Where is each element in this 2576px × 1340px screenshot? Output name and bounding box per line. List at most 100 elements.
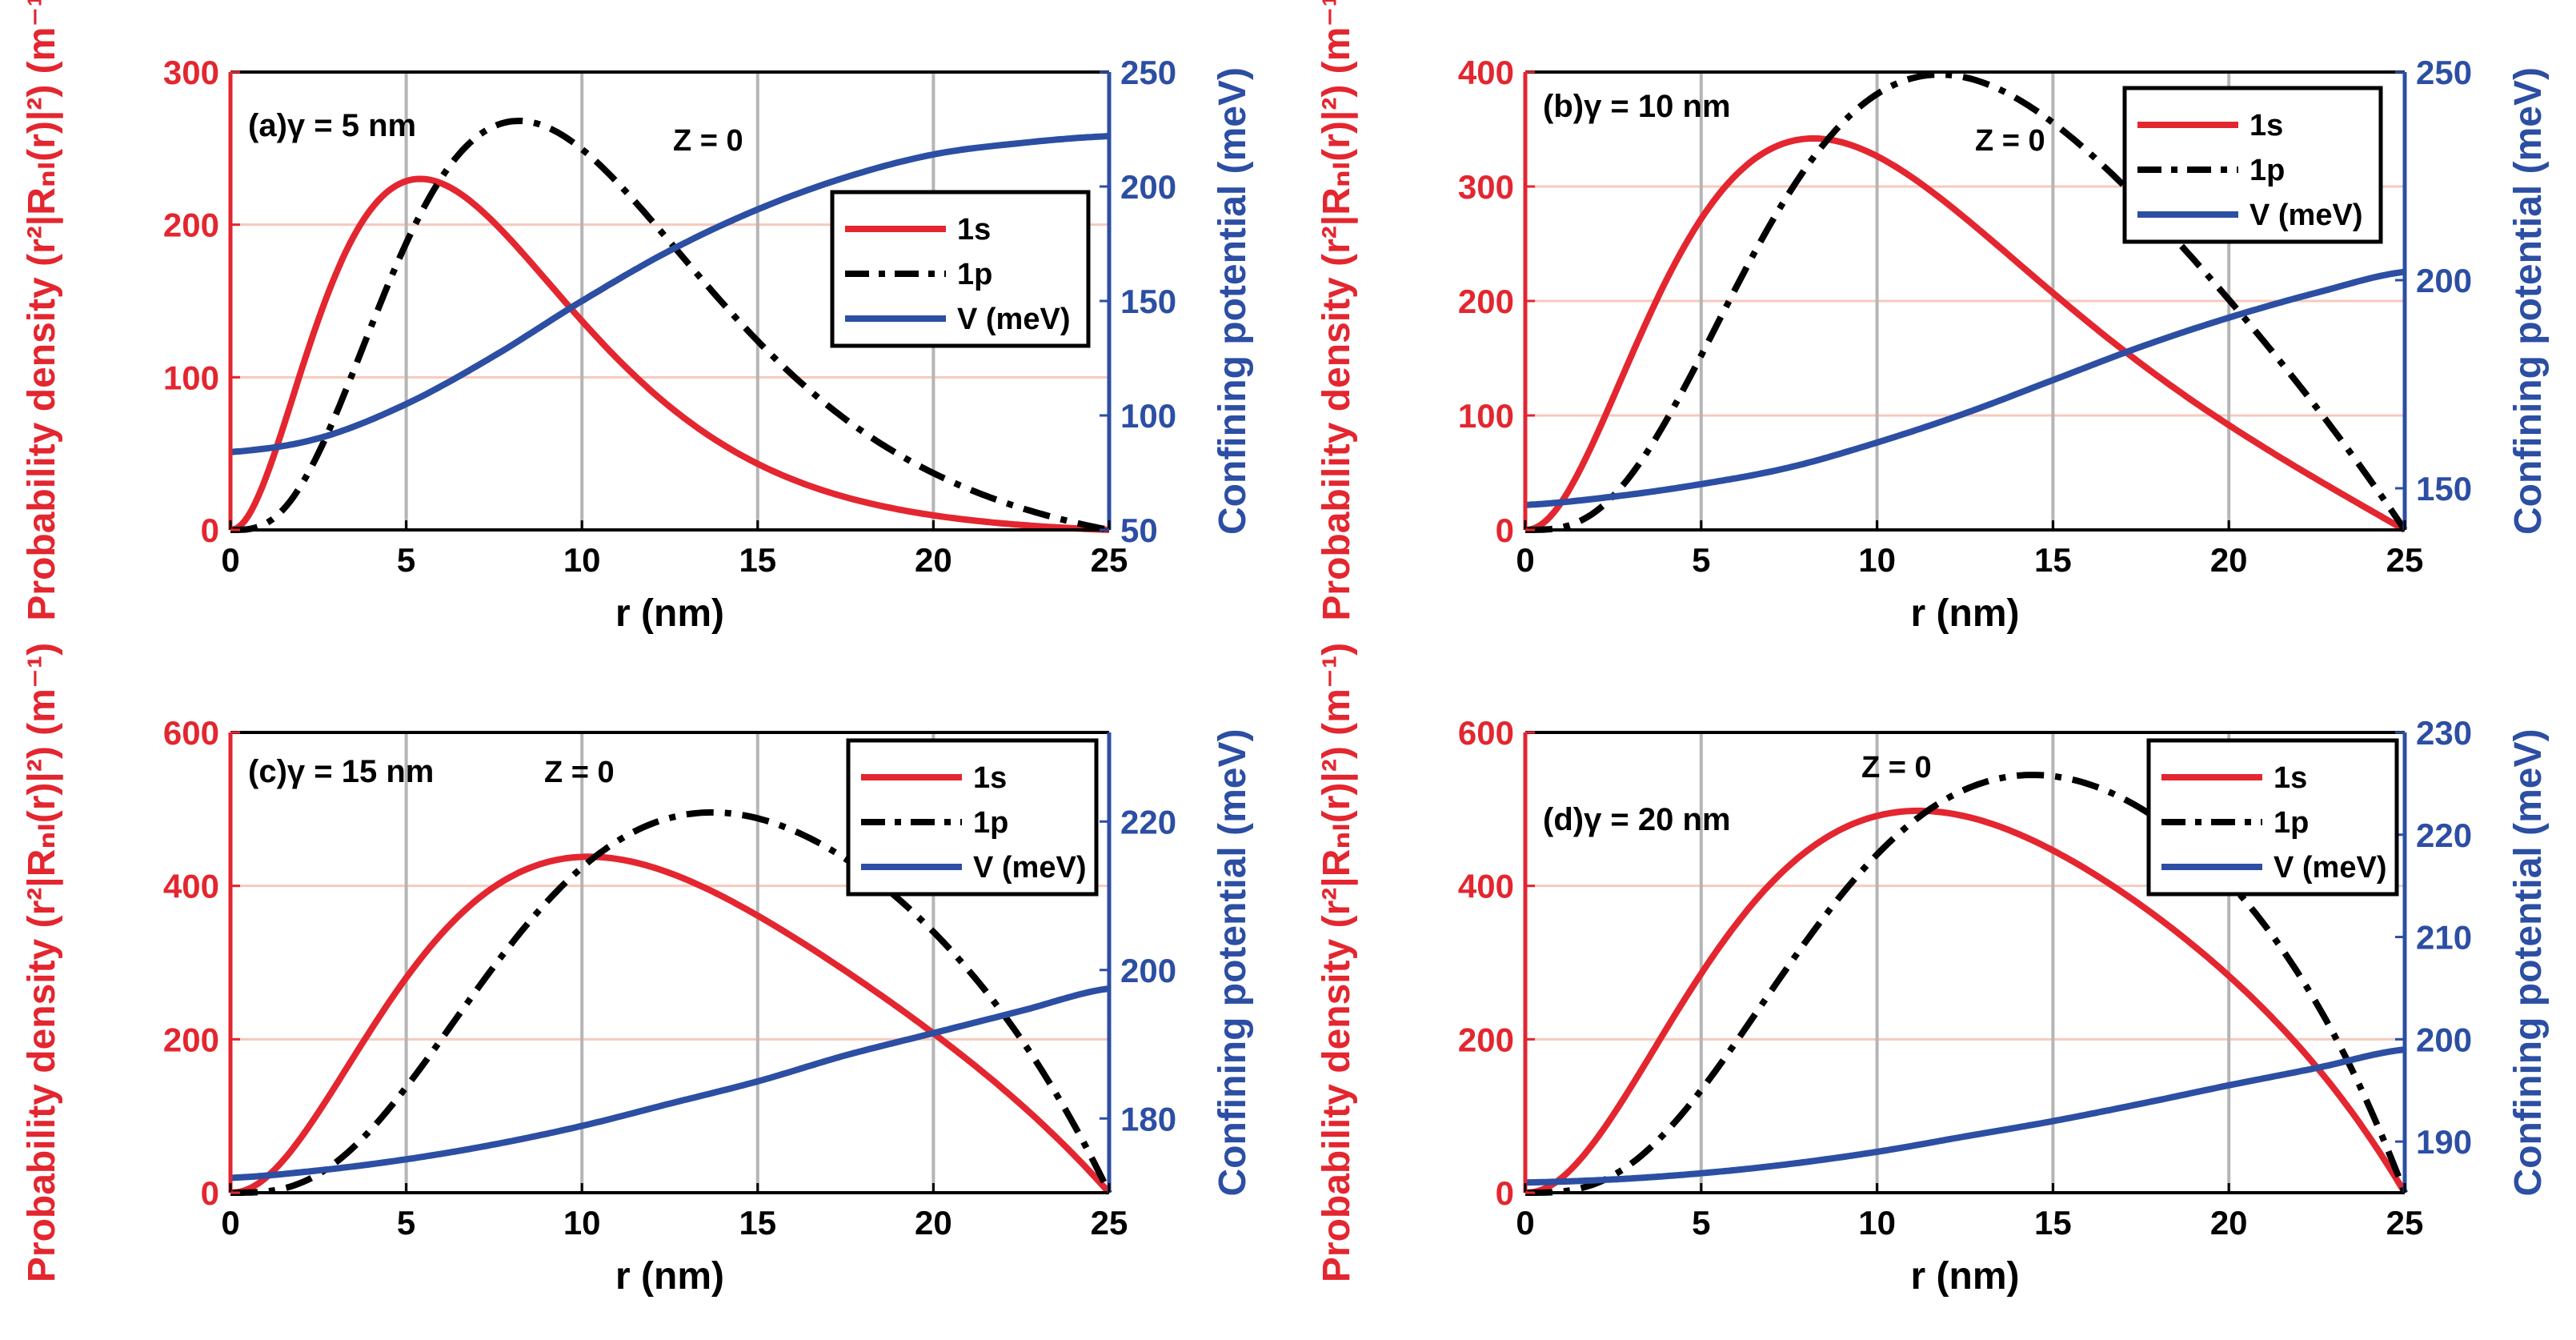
- x-tick-label: 25: [2386, 1204, 2424, 1242]
- x-tick-label: 15: [739, 541, 776, 579]
- x-tick-label: 25: [1091, 541, 1128, 579]
- y-tick-label: 0: [201, 512, 219, 549]
- y-right-tick-label: 250: [2416, 54, 2472, 91]
- legend-entry: 1s: [957, 213, 991, 247]
- legend: 1s 1p V (meV): [846, 738, 1099, 897]
- y-tick-label: 0: [201, 1174, 219, 1212]
- series-1s-line: [230, 175, 1110, 533]
- y-tick-label: 600: [163, 714, 219, 752]
- y-right-tick-label: 180: [1120, 1100, 1176, 1137]
- panel-label: (c)γ = 15 nm: [248, 754, 434, 789]
- legend-entry: 1p: [2249, 154, 2285, 187]
- y-right-tick-label: 200: [1120, 168, 1176, 206]
- annotation-z: Z = 0: [1861, 751, 1932, 784]
- y-right-tick-label: 230: [2416, 714, 2472, 752]
- y-tick-label: 0: [1496, 512, 1514, 549]
- y-tick-label: 100: [1458, 397, 1514, 435]
- legend: 1s 1p V (meV): [2146, 738, 2399, 897]
- y-tick-label: 300: [1458, 168, 1514, 206]
- series-vmev-line: [1524, 1046, 2406, 1186]
- x-axis-label: r (nm): [615, 592, 724, 635]
- y-tick-label: 200: [1458, 283, 1514, 320]
- x-tick-label: 0: [221, 541, 239, 579]
- y-right-tick-label: 250: [1120, 54, 1176, 91]
- x-axis-label: r (nm): [1911, 592, 2020, 635]
- y-right-tick-label: 220: [2416, 816, 2472, 854]
- y-tick-label: 400: [1458, 868, 1514, 905]
- y-right-axis-label: Confining potential (meV): [1212, 67, 1254, 535]
- x-tick-label: 20: [2210, 541, 2248, 579]
- y-right-tick-label: 150: [1120, 283, 1176, 320]
- y-right-axis-label: Confining potential (meV): [1212, 729, 1254, 1197]
- y-right-tick-label: 50: [1120, 512, 1158, 549]
- x-tick-label: 5: [397, 541, 415, 579]
- panel-label: (d)γ = 20 nm: [1543, 802, 1731, 837]
- y-right-tick-label: 200: [2416, 262, 2472, 299]
- y-right-axis-label: Confining potential (meV): [2507, 729, 2550, 1197]
- x-tick-label: 20: [2210, 1204, 2248, 1242]
- x-tick-label: 25: [2386, 541, 2424, 579]
- legend: 1s 1p V (meV): [2122, 86, 2383, 244]
- legend-entry: 1p: [973, 806, 1008, 840]
- x-tick-label: 5: [1692, 541, 1710, 579]
- y-right-tick-label: 220: [1120, 803, 1176, 841]
- legend-entry: V (meV): [973, 851, 1086, 885]
- y-axis-label: Probability density (r²|Rₙₗ(r)|²) (m⁻¹): [1316, 643, 1358, 1282]
- annotation-z: Z = 0: [544, 756, 615, 789]
- y-axis-label: Probability density (r²|Rₙₗ(r)|²) (m⁻¹): [21, 0, 63, 621]
- x-tick-label: 0: [1516, 541, 1534, 579]
- x-tick-label: 10: [563, 1204, 601, 1242]
- x-axis-label: r (nm): [1911, 1255, 2020, 1298]
- legend-entry: 1s: [973, 761, 1007, 795]
- series-vmev-line: [230, 985, 1110, 1182]
- legend-entry: 1s: [2249, 109, 2283, 142]
- series-vmev-line: [1524, 268, 2406, 508]
- x-axis-label: r (nm): [615, 1255, 724, 1298]
- x-tick-label: 15: [2034, 541, 2072, 579]
- x-tick-label: 10: [563, 541, 601, 579]
- x-tick-label: 25: [1091, 1204, 1128, 1242]
- y-right-tick-label: 200: [1120, 952, 1176, 989]
- panel-c: 0 5 10 15 20 25 0 200 400 600 180 200 220 r (nm) Proba…: [21, 643, 1254, 1298]
- y-axis-label: Probability density (r²|Rₙₗ(r)|²) (m⁻¹): [21, 643, 63, 1282]
- series-1p-line: [230, 808, 1112, 1196]
- y-right-tick-label: 150: [2416, 470, 2472, 508]
- legend-entry: V (meV): [957, 303, 1070, 336]
- legend-entry: V (meV): [2274, 851, 2386, 885]
- x-tick-label: 20: [915, 1204, 952, 1242]
- x-tick-label: 5: [397, 1204, 415, 1242]
- annotation-z: Z = 0: [1975, 124, 2045, 158]
- panel-d: 0 5 10 15 20 25 0 200 400 600 190 200 210 220 230 r (nm…: [1316, 643, 2550, 1298]
- y-right-tick-label: 190: [2416, 1123, 2472, 1161]
- panel-label: (b)γ = 10 nm: [1543, 89, 1731, 124]
- y-axis-label: Probability density (r²|Rₙₗ(r)|²) (m⁻¹): [1316, 0, 1358, 621]
- y-tick-label: 200: [1458, 1021, 1514, 1058]
- y-right-tick-label: 100: [1120, 397, 1176, 435]
- legend-entry: 1p: [2274, 806, 2309, 840]
- series-1s-line: [1524, 807, 2408, 1196]
- annotation-z: Z = 0: [673, 124, 743, 158]
- series-1p-line: [1525, 772, 2408, 1196]
- series-vmev-line: [230, 133, 1110, 455]
- panel-label: (a)γ = 5 nm: [248, 108, 416, 143]
- y-tick-label: 300: [163, 54, 219, 91]
- x-tick-label: 20: [915, 541, 952, 579]
- legend: 1s 1p V (meV): [830, 190, 1091, 348]
- y-tick-label: 0: [1496, 1174, 1514, 1212]
- y-tick-label: 100: [163, 359, 219, 396]
- y-tick-label: 600: [1458, 714, 1514, 752]
- series-1s-line: [1524, 134, 2406, 533]
- y-right-tick-label: 200: [2416, 1021, 2472, 1058]
- y-tick-label: 200: [163, 1021, 219, 1058]
- x-tick-label: 15: [739, 1204, 776, 1242]
- x-tick-label: 10: [1858, 541, 1896, 579]
- y-right-tick-label: 210: [2416, 919, 2472, 957]
- y-right-axis-label: Confining potential (meV): [2507, 67, 2550, 535]
- x-tick-label: 10: [1858, 1204, 1896, 1242]
- legend-entry: V (meV): [2249, 199, 2362, 232]
- legend-entry: 1s: [2274, 761, 2307, 795]
- y-tick-label: 400: [1458, 54, 1514, 91]
